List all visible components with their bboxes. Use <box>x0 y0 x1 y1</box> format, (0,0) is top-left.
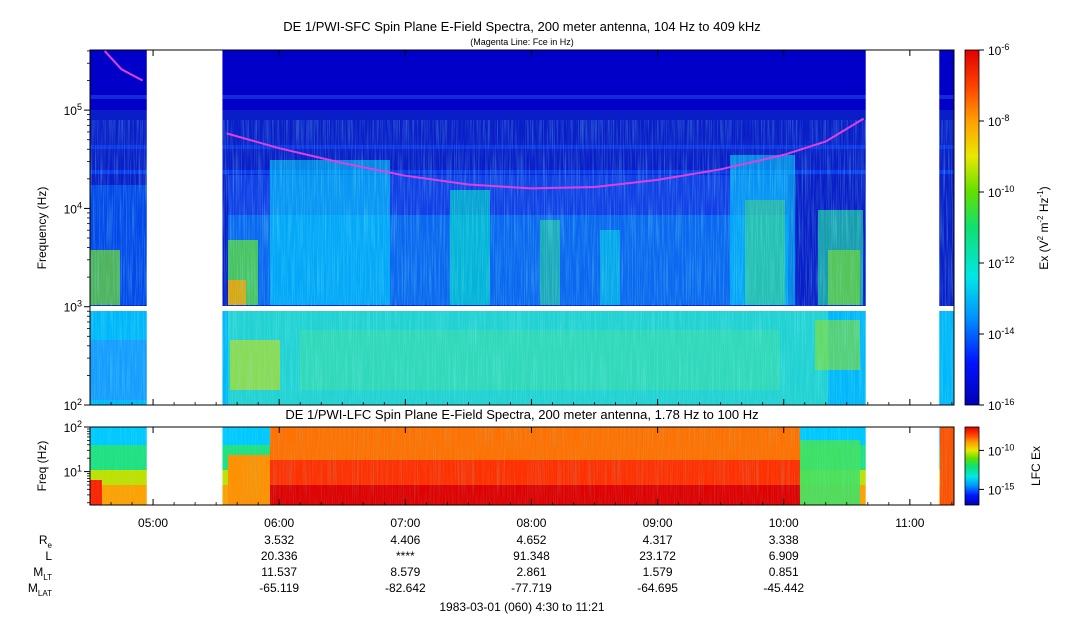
ephemeris-value: 23.172 <box>639 549 676 563</box>
ephemeris-value: **** <box>396 549 415 563</box>
ephemeris-row-label: MLT <box>33 565 52 582</box>
ephemeris-value: 4.317 <box>643 533 673 547</box>
ephemeris-value: 4.406 <box>390 533 420 547</box>
x-tick-label: 09:00 <box>643 516 673 530</box>
fce-line <box>103 50 865 190</box>
ephemeris-row-label: Re <box>39 533 53 550</box>
ephemeris-value: -82.642 <box>385 581 426 595</box>
y-tick-label: 102 <box>64 419 82 435</box>
ephemeris-value: -77.719 <box>511 581 552 595</box>
data-gap <box>865 50 940 405</box>
ephemeris-value: 91.348 <box>513 549 550 563</box>
colorbar-tick-label: 10-14 <box>988 326 1014 342</box>
ephemeris-value: 2.861 <box>516 565 546 579</box>
y-tick-label: 101 <box>64 464 82 480</box>
ephemeris-value: -64.695 <box>637 581 678 595</box>
colorbar-tick-label: 10-16 <box>988 397 1014 413</box>
y-tick-label: 102 <box>64 397 82 413</box>
data-gap <box>146 50 223 405</box>
ephemeris-value: 4.652 <box>516 533 546 547</box>
sfc-colorbar: 10-6 10-8 10-10 10-12 10-14 10-16 Ex (V2 m-2 … <box>964 42 1051 413</box>
sfc-y-axis: 102 103 104 105 <box>64 50 90 413</box>
colorbar-tick-label: 10-8 <box>988 113 1009 129</box>
y-tick-label: 103 <box>64 299 82 315</box>
colorbar-tick-label: 10-10 <box>988 184 1014 200</box>
ephemeris-value: 8.579 <box>390 565 420 579</box>
ephemeris-row-label: L <box>45 549 52 563</box>
y-tick-label: 105 <box>64 102 82 118</box>
x-tick-label: 05:00 <box>138 516 168 530</box>
x-tick-label: 11:00 <box>895 516 924 530</box>
sfc-colorbar-label: Ex (V2 m-2 Hz-1) <box>1036 186 1051 269</box>
ephemeris-value: 3.532 <box>264 533 294 547</box>
lfc-title: DE 1/PWI-LFC Spin Plane E-Field Spectra,… <box>285 407 758 422</box>
sfc-plot-frame <box>89 49 955 406</box>
ephemeris-value: 20.336 <box>261 549 298 563</box>
lfc-ylabel: Freq (Hz) <box>35 441 49 492</box>
data-gap <box>865 427 940 505</box>
ephemeris-value: 6.909 <box>769 549 799 563</box>
ephemeris-value: 11.537 <box>261 565 297 579</box>
lfc-y-axis: 101 102 <box>64 419 90 504</box>
x-tick-label: 07:00 <box>390 516 420 530</box>
data-gap <box>146 427 223 505</box>
footer-time-range: 1983-03-01 (060) 4:30 to 11:21 <box>439 600 605 614</box>
lfc-panel: DE 1/PWI-LFC Spin Plane E-Field Spectra,… <box>35 407 955 506</box>
lfc-colorbar: 10-10 10-15 LFC Ex <box>964 426 1043 506</box>
colorbar-tick-label: 10-10 <box>988 442 1014 458</box>
time-axis: 05:00 06:00 07:00 08:00 09:00 10:00 11:00 <box>89 50 953 530</box>
ephemeris-value: 0.851 <box>769 565 799 579</box>
sfc-ylabel: Frequency (Hz) <box>35 187 49 270</box>
ephemeris-value: -65.119 <box>259 581 299 595</box>
x-tick-label: 08:00 <box>516 516 546 530</box>
colorbar-tick-label: 10-12 <box>988 255 1014 271</box>
ephemeris-value: 3.338 <box>769 533 799 547</box>
sfc-panel: DE 1/PWI-SFC Spin Plane E-Field Spectra,… <box>35 19 955 413</box>
sfc-title: DE 1/PWI-SFC Spin Plane E-Field Spectra,… <box>283 19 761 34</box>
y-tick-label: 104 <box>64 200 82 216</box>
ephemeris-value: -45.442 <box>763 581 804 595</box>
sfc-subtitle: (Magenta Line: Fce in Hz) <box>470 37 574 47</box>
colorbar-tick-label: 10-15 <box>988 481 1014 497</box>
colorbar-tick-label: 10-6 <box>988 42 1009 58</box>
ephemeris-value: 1.579 <box>643 565 673 579</box>
x-tick-label: 06:00 <box>264 516 294 530</box>
lfc-plot-frame <box>89 426 955 506</box>
ephemeris-row-label: MLAT <box>28 581 52 598</box>
lfc-colorbar-label: LFC Ex <box>1029 446 1043 486</box>
band-gap-1khz <box>90 306 954 311</box>
x-tick-label: 10:00 <box>769 516 799 530</box>
